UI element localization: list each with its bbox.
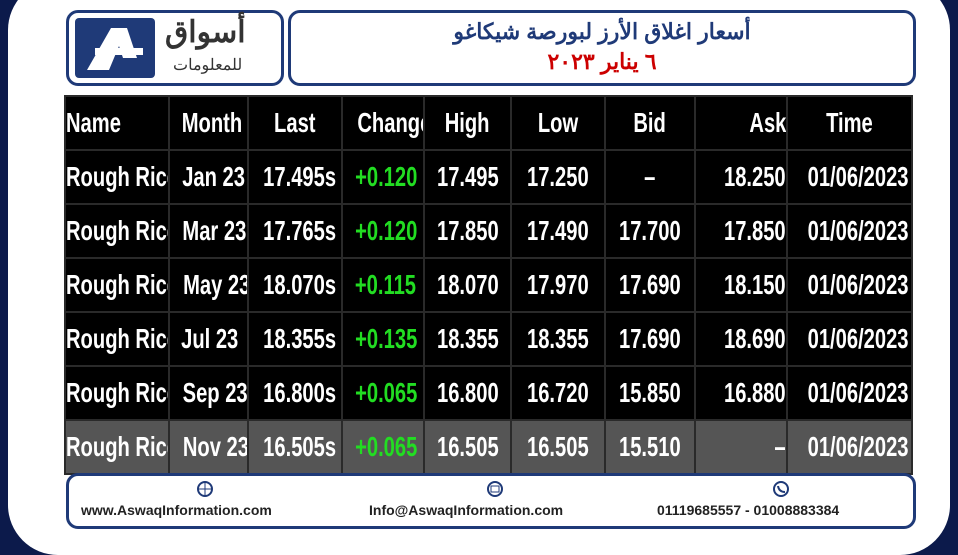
cell: 16.720 bbox=[510, 365, 606, 421]
cell: 17.495s bbox=[247, 149, 343, 205]
cell: 16.505s bbox=[247, 419, 343, 475]
column-header: Month bbox=[168, 95, 249, 151]
cell: 16.800 bbox=[423, 365, 512, 421]
cell: 18.070 bbox=[423, 257, 512, 313]
logo-sub: للمعلومات bbox=[173, 57, 243, 74]
column-header: Last bbox=[247, 95, 343, 151]
email: Info@AswaqInformation.com bbox=[369, 502, 564, 518]
cell: Mar 23 bbox=[168, 203, 249, 259]
cell: 18.355s bbox=[247, 311, 343, 367]
column-header: Change bbox=[341, 95, 425, 151]
cell: – bbox=[604, 149, 696, 205]
cell: 17.690 bbox=[604, 257, 696, 313]
price-table: Name Month Last Change High Low Bid Ask Time Roug… bbox=[64, 95, 913, 475]
cell: Jul 23 bbox=[168, 311, 249, 367]
cell: 16.800s bbox=[247, 365, 343, 421]
cell: 17.700 bbox=[604, 203, 696, 259]
title-box: أسعار اغلاق الأرز لبورصة شيكاغو ٦ يناير … bbox=[288, 10, 916, 86]
cell: – bbox=[694, 419, 788, 475]
cell: 01/06/2023 bbox=[786, 365, 913, 421]
cell: Rough Rice bbox=[64, 365, 170, 421]
cell: 18.070s bbox=[247, 257, 343, 313]
footer-icons bbox=[197, 481, 789, 497]
logo-icon bbox=[75, 18, 155, 78]
column-header: Low bbox=[510, 95, 606, 151]
cell: Rough Rice bbox=[64, 149, 170, 205]
cell: +0.120 bbox=[341, 149, 425, 205]
cell: 01/06/2023 bbox=[786, 419, 913, 475]
cell: 01/06/2023 bbox=[786, 149, 913, 205]
cell: 17.690 bbox=[604, 311, 696, 367]
cell: +0.115 bbox=[341, 257, 425, 313]
date: ٦ يناير ٢٠٢٣ bbox=[547, 49, 657, 74]
cell: +0.120 bbox=[341, 203, 425, 259]
cell: 17.250 bbox=[510, 149, 606, 205]
cell: Rough Rice bbox=[64, 419, 170, 475]
cell: 17.850 bbox=[694, 203, 788, 259]
cell: 17.970 bbox=[510, 257, 606, 313]
cell: 16.880 bbox=[694, 365, 788, 421]
cell: 18.150 bbox=[694, 257, 788, 313]
cell: Jan 23 bbox=[168, 149, 249, 205]
cell: Rough Rice bbox=[64, 311, 170, 367]
cell: 18.355 bbox=[423, 311, 512, 367]
cell: +0.065 bbox=[341, 365, 425, 421]
cell: 15.850 bbox=[604, 365, 696, 421]
logo-main: أسواق bbox=[165, 16, 246, 49]
cell: +0.135 bbox=[341, 311, 425, 367]
footer-box: www.AswaqInformation.com Info@AswaqInfor… bbox=[66, 473, 916, 529]
phone: 01119685557 - 01008883384 bbox=[657, 502, 840, 518]
title: أسعار اغلاق الأرز لبورصة شيكاغو bbox=[453, 19, 751, 44]
column-header: Bid bbox=[604, 95, 696, 151]
cell: +0.065 bbox=[341, 419, 425, 475]
cell: May 23 bbox=[168, 257, 249, 313]
cell: 18.355 bbox=[510, 311, 606, 367]
cell: Nov 23 bbox=[168, 419, 249, 475]
cell: 17.495 bbox=[423, 149, 512, 205]
cell: Sep 23 bbox=[168, 365, 249, 421]
website: www.AswaqInformation.com bbox=[81, 502, 272, 518]
cell: 16.505 bbox=[423, 419, 512, 475]
logo-box: أسواق للمعلومات bbox=[66, 10, 284, 86]
column-header: High bbox=[423, 95, 512, 151]
column-header: Time bbox=[786, 95, 913, 151]
cell: 18.690 bbox=[694, 311, 788, 367]
cell: 01/06/2023 bbox=[786, 257, 913, 313]
cell: 17.490 bbox=[510, 203, 606, 259]
cell: Rough Rice bbox=[64, 257, 170, 313]
column-header: Name bbox=[64, 95, 170, 151]
cell: 17.850 bbox=[423, 203, 512, 259]
cell: 15.510 bbox=[604, 419, 696, 475]
page: أسواق للمعلومات أسعار اغلاق الأرز لبورصة… bbox=[8, 0, 950, 555]
cell: Rough Rice bbox=[64, 203, 170, 259]
cell: 01/06/2023 bbox=[786, 311, 913, 367]
cell: 01/06/2023 bbox=[786, 203, 913, 259]
cell: 16.505 bbox=[510, 419, 606, 475]
column-header: Ask bbox=[694, 95, 788, 151]
cell: 17.765s bbox=[247, 203, 343, 259]
cell: 18.250 bbox=[694, 149, 788, 205]
